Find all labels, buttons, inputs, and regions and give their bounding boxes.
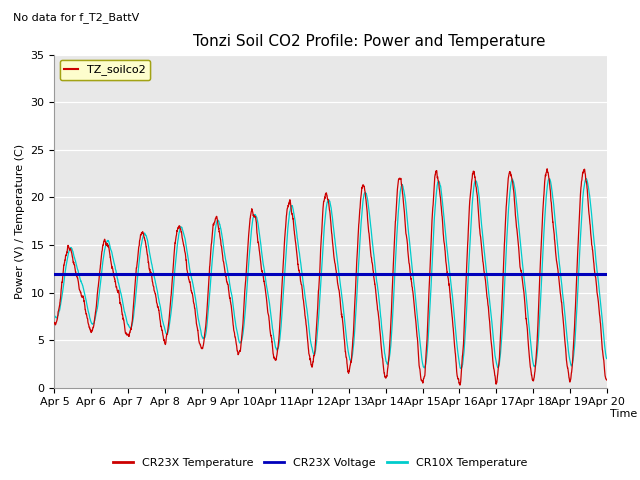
- Legend: CR23X Temperature, CR23X Voltage, CR10X Temperature: CR23X Temperature, CR23X Voltage, CR10X …: [108, 453, 532, 472]
- Legend: TZ_soilco2: TZ_soilco2: [60, 60, 150, 80]
- Y-axis label: Power (V) / Temperature (C): Power (V) / Temperature (C): [15, 144, 25, 299]
- Text: No data for f_T2_BattV: No data for f_T2_BattV: [13, 12, 139, 23]
- X-axis label: Time: Time: [609, 409, 637, 420]
- Title: Tonzi Soil CO2 Profile: Power and Temperature: Tonzi Soil CO2 Profile: Power and Temper…: [193, 34, 545, 49]
